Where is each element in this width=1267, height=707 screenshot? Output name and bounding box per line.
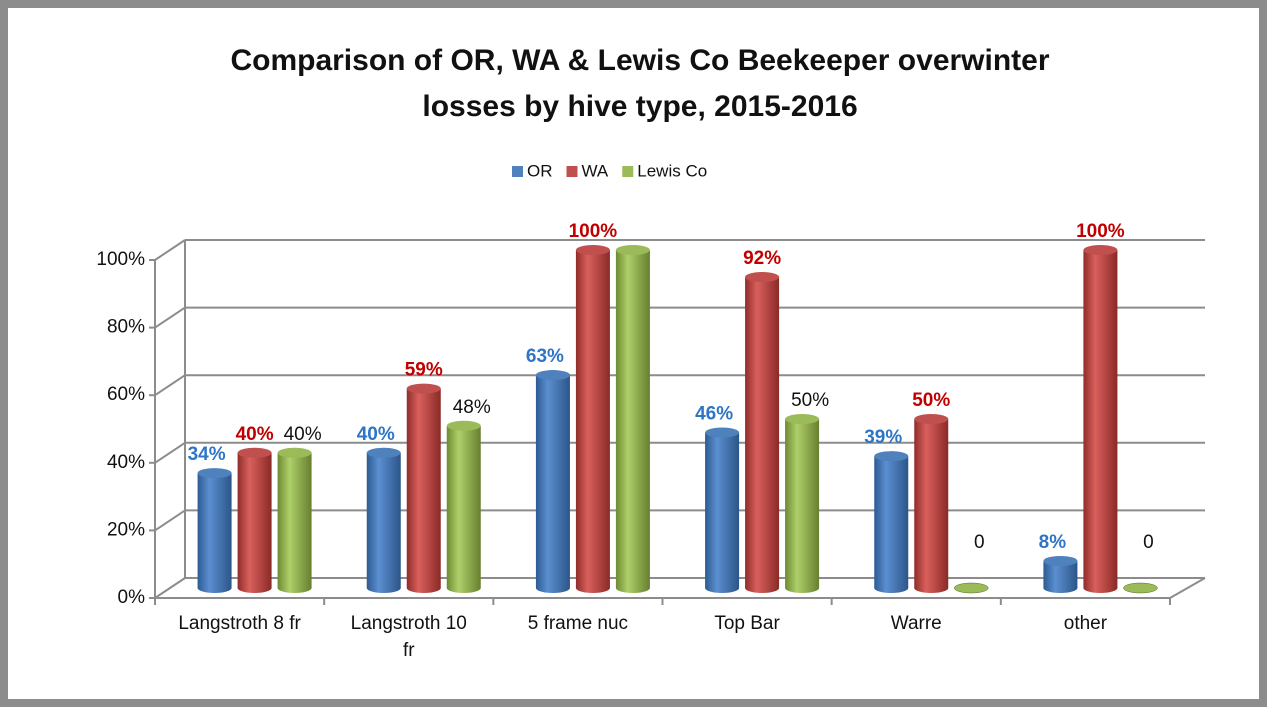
bar-body — [277, 452, 312, 588]
bar-body — [197, 473, 232, 588]
bar — [197, 468, 232, 593]
data-label: 0 — [1143, 532, 1154, 553]
data-label: 34% — [188, 444, 226, 465]
data-label: 0 — [974, 532, 985, 553]
data-label: 92% — [743, 248, 781, 269]
bar-body — [366, 452, 401, 588]
data-label: 63% — [526, 346, 564, 367]
y-tick-label: 20% — [107, 519, 145, 540]
data-label: 46% — [695, 404, 733, 425]
bar-top — [1043, 555, 1078, 566]
bar-body — [615, 250, 650, 588]
grid-line-side — [154, 306, 186, 329]
bar-top — [914, 414, 949, 424]
grid-line-side — [154, 577, 186, 599]
bar-top — [277, 447, 312, 458]
x-tick-label: other — [1063, 613, 1108, 634]
bar-top — [237, 447, 272, 458]
y-tick-label: 40% — [107, 452, 145, 473]
data-label: 59% — [405, 360, 443, 381]
legend-label: Lewis Co — [637, 161, 707, 180]
grid-line-side — [154, 509, 186, 532]
bar-top — [874, 451, 909, 462]
bar — [785, 414, 820, 593]
data-label: 50% — [791, 390, 829, 411]
bar-top — [575, 245, 610, 255]
bar-flat — [1123, 582, 1158, 594]
bar — [406, 383, 441, 593]
data-label: 50% — [912, 390, 950, 411]
legend-label: WA — [582, 161, 609, 180]
bar-body — [575, 250, 610, 588]
bar-top — [535, 370, 570, 381]
bar — [535, 370, 570, 593]
y-tick-label: 0% — [118, 587, 146, 608]
bar — [874, 451, 909, 593]
x-tick-label: Langstroth 8 fr — [178, 613, 301, 634]
bar-body — [745, 277, 780, 588]
bar-top — [615, 245, 650, 255]
bar-top — [446, 420, 481, 431]
bar-body — [535, 375, 570, 588]
data-label: 39% — [864, 427, 902, 448]
grid-line-side — [154, 441, 186, 464]
bar-body — [705, 432, 740, 588]
bar — [366, 447, 401, 593]
bar-top — [406, 383, 441, 394]
bar — [954, 582, 989, 594]
legend-swatch — [622, 166, 634, 177]
bar-top — [745, 272, 780, 283]
y-tick-label: 100% — [96, 249, 145, 270]
bar — [615, 245, 650, 593]
bar — [446, 420, 481, 593]
bar — [277, 447, 312, 593]
bar — [1123, 582, 1158, 594]
data-label: 48% — [453, 397, 491, 418]
chart-title: Comparison of OR, WA & Lewis Co Beekeepe… — [230, 44, 1049, 77]
floor-edge — [1169, 577, 1206, 599]
bar-top — [705, 427, 740, 438]
data-label: 40% — [284, 424, 322, 445]
bar — [914, 414, 949, 593]
x-tick-label: 5 frame nuc — [527, 613, 629, 634]
bar-top — [785, 414, 820, 424]
bar-body — [914, 419, 949, 588]
data-label: 100% — [1076, 221, 1125, 242]
bar-body — [785, 419, 820, 588]
bar-body — [237, 452, 272, 588]
bar-top — [197, 468, 232, 479]
chart-title: losses by hive type, 2015-2016 — [422, 90, 857, 123]
legend-label: OR — [527, 161, 553, 180]
data-label: 8% — [1039, 532, 1067, 553]
x-tick-label: Warre — [890, 613, 942, 634]
data-label: 40% — [236, 424, 274, 445]
bar — [237, 447, 272, 593]
x-tick-label: Top Bar — [714, 613, 780, 634]
data-label: 100% — [569, 221, 618, 242]
x-tick-label: Langstroth 10 fr — [350, 613, 467, 661]
legend-swatch — [512, 166, 523, 177]
bar-top — [366, 447, 401, 458]
bar — [705, 427, 740, 593]
bar-flat — [954, 582, 989, 594]
bar-body — [446, 425, 481, 588]
legend: OR WA Lewis Co — [512, 161, 707, 180]
bar-body — [874, 456, 909, 588]
y-tick-label: 80% — [107, 317, 145, 338]
bar — [1043, 555, 1078, 593]
bar-top — [1083, 245, 1118, 255]
grid-line-side — [154, 374, 186, 397]
bar-body — [406, 388, 441, 588]
bar — [575, 245, 610, 593]
bar — [745, 272, 780, 593]
data-label: 40% — [357, 424, 395, 445]
grid-line-side — [154, 239, 186, 261]
bar — [1083, 245, 1118, 593]
legend-swatch — [566, 166, 578, 177]
y-tick-label: 60% — [107, 384, 145, 405]
bar-body — [1083, 250, 1118, 588]
